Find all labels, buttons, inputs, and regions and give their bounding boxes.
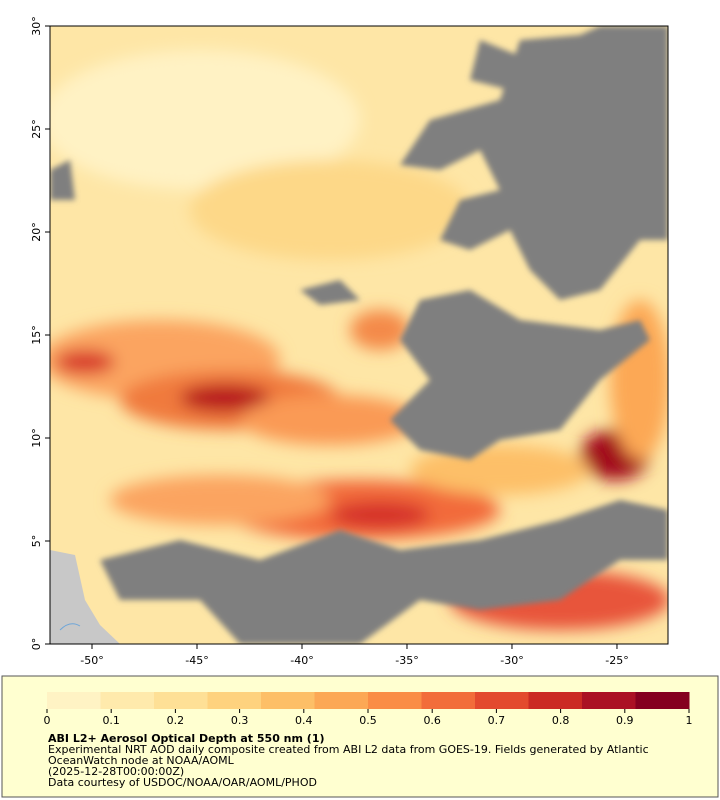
lon-tick-label: -45° — [185, 654, 208, 667]
lon-tick-label: -40° — [290, 654, 313, 667]
lat-tick-label: 5° — [30, 535, 43, 548]
colorbar-tick-label: 1 — [686, 714, 693, 727]
lat-tick-label: 0° — [30, 638, 43, 651]
colorbar-swatch — [635, 692, 690, 709]
legend-title: ABI L2+ Aerosol Optical Depth at 550 nm … — [48, 732, 325, 745]
colorbar-swatch — [314, 692, 369, 709]
land — [50, 550, 120, 644]
colorbar-swatch — [475, 692, 529, 709]
colorbar-swatch — [100, 692, 155, 709]
colorbar-swatch — [47, 692, 101, 709]
lat-tick-label: 15° — [30, 325, 43, 345]
legend-line: (2025-12-28T00:00:00Z) — [48, 765, 184, 778]
colorbar-swatch — [368, 692, 422, 709]
colorbar-swatch — [207, 692, 262, 709]
lon-tick-label: -50° — [80, 654, 103, 667]
colorbar-tick-label: 0.6 — [423, 714, 441, 727]
colorbar-tick-label: 0.7 — [488, 714, 506, 727]
lat-tick-label: 20° — [30, 222, 43, 242]
colorbar-swatch — [421, 692, 476, 709]
colorbar-tick-label: 0.4 — [295, 714, 313, 727]
lat-tick-label: 10° — [30, 428, 43, 448]
map-image — [50, 26, 668, 644]
colorbar-tick-label: 0 — [44, 714, 51, 727]
lat-tick-label: 25° — [30, 119, 43, 139]
legend-line: Data courtesy of USDOC/NOAA/OAR/AOML/PHO… — [48, 776, 317, 789]
colorbar-swatch — [261, 692, 315, 709]
legend-line: OceanWatch node at NOAA/AOML — [48, 754, 235, 767]
colorbar-tick-label: 0.9 — [616, 714, 634, 727]
lon-tick-label: -30° — [500, 654, 523, 667]
colorbar-tick-label: 0.2 — [167, 714, 185, 727]
colorbar-swatch — [154, 692, 208, 709]
colorbar-tick-label: 0.3 — [231, 714, 249, 727]
lon-tick-label: -35° — [395, 654, 418, 667]
colorbar-swatch — [528, 692, 583, 709]
colorbar-tick-label: 0.1 — [102, 714, 120, 727]
colorbar-swatch — [582, 692, 636, 709]
legend-line: Experimental NRT AOD daily composite cre… — [48, 743, 649, 756]
colorbar-tick-label: 0.8 — [552, 714, 570, 727]
lat-tick-label: 30° — [30, 16, 43, 36]
lon-tick-label: -25° — [605, 654, 628, 667]
colorbar-tick-label: 0.5 — [359, 714, 377, 727]
